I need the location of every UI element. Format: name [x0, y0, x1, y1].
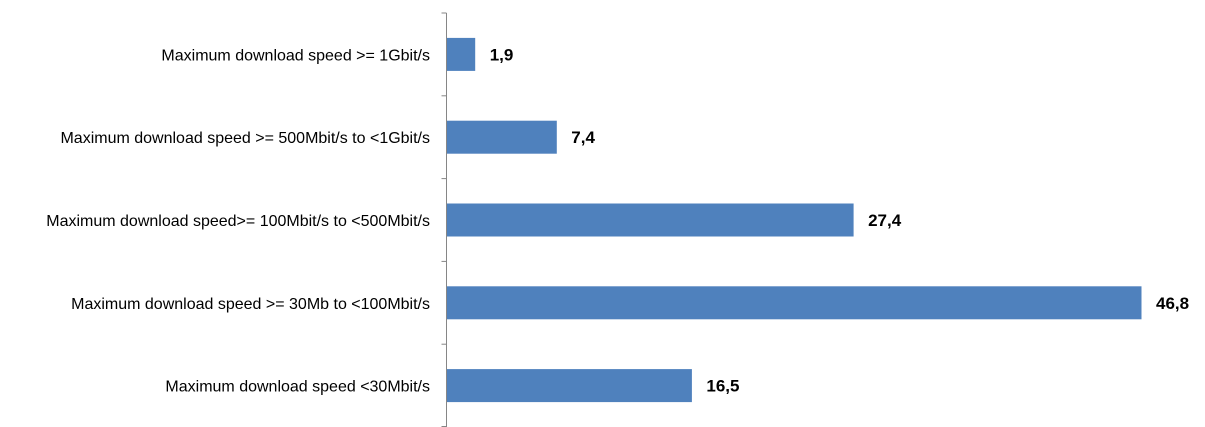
- category-label-2: Maximum download speed >= 500Mbit/s to <…: [60, 130, 430, 147]
- bar-2: [447, 120, 557, 154]
- bar-1: [447, 37, 476, 71]
- category-label-4: Maximum download speed >= 30Mb to <100Mb…: [71, 296, 430, 313]
- bar-4: [447, 286, 1142, 320]
- value-label-2: 7,4: [571, 128, 595, 147]
- category-label-1: Maximum download speed >= 1Gbit/s: [161, 47, 430, 64]
- bar-5: [447, 369, 692, 403]
- value-label-5: 16,5: [706, 377, 739, 396]
- category-label-5: Maximum download speed <30Mbit/s: [165, 379, 430, 396]
- category-label-3: Maximum download speed>= 100Mbit/s to <5…: [46, 213, 430, 230]
- value-label-4: 46,8: [1156, 294, 1189, 313]
- value-label-1: 1,9: [490, 45, 514, 64]
- bar-3: [447, 203, 854, 237]
- value-label-3: 27,4: [868, 211, 902, 230]
